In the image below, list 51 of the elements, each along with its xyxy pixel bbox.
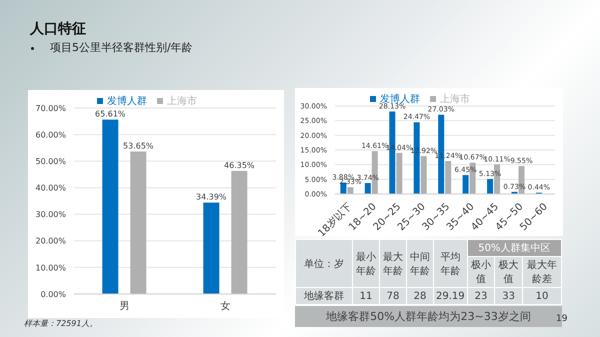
data-label: 28: [406, 288, 434, 304]
bar: [347, 187, 354, 194]
y-tick-label: 10.00%: [35, 263, 66, 272]
text: 地缘客群50%人群年龄均为23~33岁之间: [326, 310, 531, 323]
legend-label: 上海市: [167, 96, 197, 107]
bar: [487, 178, 494, 194]
x-tick-label: 女: [220, 300, 230, 312]
y-tick-label: 60.00%: [35, 130, 66, 140]
category-label: 极小值: [467, 256, 495, 288]
legend-label: 发博人群: [107, 96, 147, 107]
data-label: 29.19: [434, 288, 468, 304]
bar: [364, 183, 371, 194]
data-label: 34.39%: [196, 192, 227, 202]
chart-title: 人口特征: [30, 20, 86, 38]
data-label: 65.61%: [95, 110, 126, 119]
category-label: 最小年龄: [352, 240, 380, 288]
bar: [102, 120, 118, 294]
y-tick-label: 20.00%: [35, 236, 66, 246]
bar: [396, 152, 402, 194]
category-label: 中间年龄: [406, 240, 434, 288]
category-label: 地缘客群: [304, 291, 344, 302]
bar: [420, 156, 427, 194]
category-label: 最大年龄差: [522, 256, 562, 288]
data-label: 78: [380, 288, 406, 304]
category-label: 最大年龄: [380, 240, 406, 288]
category-label: 极大值: [494, 256, 522, 288]
bar: [340, 182, 346, 194]
text: 单位：岁: [296, 240, 352, 288]
bar: [462, 175, 469, 194]
bar: [231, 170, 248, 294]
legend-label: 上海市: [440, 94, 470, 105]
bar: [445, 161, 452, 194]
data-label: 10: [522, 288, 562, 304]
y-tick-label: 50.00%: [35, 156, 66, 166]
data-label: 33: [494, 288, 522, 304]
data-label: 53.65%: [123, 141, 154, 150]
data-label: 46.35%: [224, 160, 255, 170]
y-tick-label: 40.00%: [35, 184, 66, 193]
y-tick-label: 30.00%: [35, 210, 66, 220]
y-tick-label: 0.00%: [40, 290, 66, 299]
x-tick-label: 男: [120, 301, 130, 312]
data-label: 23: [467, 288, 495, 304]
data-label: 11: [352, 288, 380, 304]
y-tick-label: 70.00%: [35, 104, 66, 113]
text: 样本量：72591人。: [24, 318, 98, 329]
text: 19: [556, 314, 568, 324]
bar: [130, 151, 146, 294]
category-label: 平均年龄: [434, 240, 468, 288]
text: 50%人群集中区: [467, 240, 562, 256]
chart-subtitle: 项目5公里半径客群性别/年龄: [50, 40, 193, 55]
bar: [203, 202, 220, 294]
